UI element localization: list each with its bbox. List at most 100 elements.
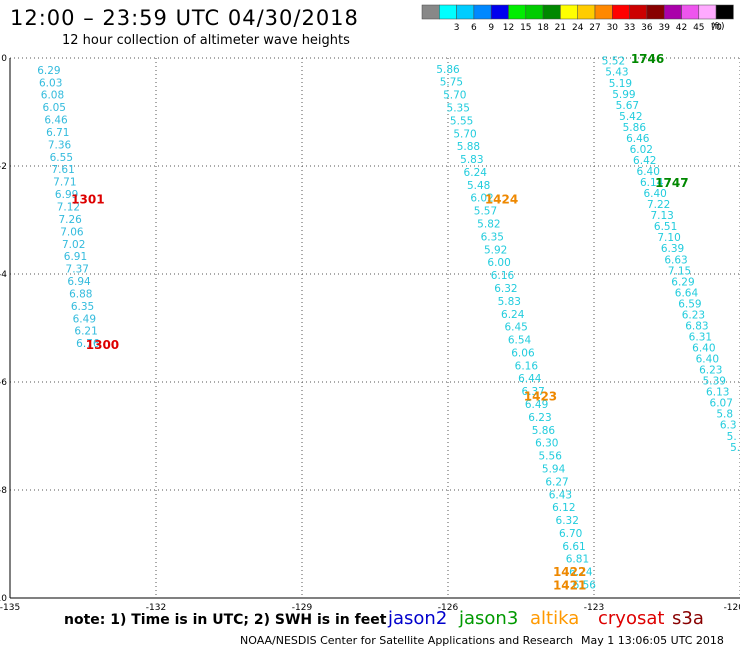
pass-time-label: 1301	[71, 192, 104, 206]
wave-height-value: 6.39	[661, 243, 684, 255]
wave-height-value: 5.83	[498, 296, 521, 308]
lat-lon-grid	[10, 57, 740, 598]
legend-swatch	[473, 4, 492, 20]
wave-height-value: 5.57	[474, 206, 497, 218]
wave-height-value: 6.14	[640, 177, 664, 189]
legend-label: 15	[520, 23, 531, 33]
x-tick-label: -126	[438, 603, 459, 613]
wave-height-value: 6.99	[55, 189, 78, 201]
track-1746-1747: 5.525.435.195.995.675.425.866.466.026.42…	[602, 52, 740, 454]
legend-swatch	[456, 4, 475, 20]
wave-height-value: 6.61	[562, 541, 585, 553]
wave-height-value: 7.22	[647, 199, 670, 211]
wave-height-value: 6.40	[637, 166, 660, 178]
legend-swatch	[560, 4, 578, 20]
wave-height-value: 6.91	[64, 251, 87, 263]
wave-height-value: 6.32	[556, 515, 579, 527]
wave-height-value: 5.8	[716, 409, 733, 421]
pass-time-label: 1424	[485, 192, 518, 206]
wave-height-value: 6.81	[566, 554, 589, 566]
satellite-jason2: jason2	[388, 608, 448, 629]
wave-height-value: 6.88	[69, 288, 92, 300]
wave-height-value: 7.13	[650, 210, 673, 222]
wave-height-value: 6.59	[678, 298, 701, 310]
y-tick-label: -8	[0, 486, 7, 496]
wave-height-value: 5.52	[602, 56, 625, 68]
legend-swatch	[629, 4, 648, 20]
legend-swatch	[421, 4, 440, 20]
legend-swatch	[663, 4, 682, 20]
y-tick-label: -4	[0, 270, 7, 280]
legend-swatch	[646, 4, 665, 20]
wave-height-value: 5.35	[447, 102, 470, 114]
wave-height-value: 6.43	[549, 489, 572, 501]
x-tick-label: -123	[584, 603, 604, 613]
legend-label: 42	[676, 23, 687, 33]
wave-height-value: 6.21	[74, 326, 97, 338]
wave-height-value: 6.51	[654, 221, 677, 233]
legend-label: 21	[555, 23, 566, 33]
color-legend: 3 6 9 12 15 18 21 24 27 30 33 36 39 42 45 70	[421, 4, 734, 33]
wave-height-value: 7.61	[51, 164, 74, 176]
wave-height-value: 6.07	[710, 398, 733, 410]
legend-unit: (ft)	[711, 22, 725, 32]
wave-height-value: 6.55	[50, 152, 73, 164]
wave-height-value: 7.06	[60, 226, 84, 238]
wave-height-value: 5.94	[542, 463, 566, 475]
wave-height-value: 5.82	[477, 219, 500, 231]
wave-height-value: 7.26	[58, 214, 82, 226]
wave-height-value: 6.46	[626, 133, 650, 145]
satellite-jason3: jason3	[459, 608, 519, 629]
y-tick-label: -6	[0, 378, 7, 388]
altimeter-tracks: 6.296.036.086.056.466.717.366.557.617.71…	[37, 52, 740, 593]
wave-height-value: 6.05	[43, 102, 66, 114]
wave-height-value: 6.13	[706, 387, 729, 399]
map-title: 12:00 – 23:59 UTC 04/30/2018	[10, 6, 359, 30]
wave-height-value: 6.30	[535, 438, 558, 450]
wave-height-value: 6.27	[545, 476, 568, 488]
wave-height-value: 7.12	[57, 202, 80, 214]
legend-swatch	[439, 4, 457, 20]
legend-label: 6	[471, 23, 477, 33]
x-tick-label: -129	[292, 603, 313, 613]
wave-height-value: 6.45	[504, 322, 527, 334]
wave-height-value: 6.16	[515, 360, 539, 372]
legend-label: 27	[589, 23, 600, 33]
pass-time-label: 1421	[553, 579, 586, 593]
wave-height-value: 6.23	[682, 309, 705, 321]
wave-height-value: 6.00	[487, 257, 510, 269]
y-tick-label: 0	[1, 54, 7, 64]
wave-height-value: 6.54	[508, 335, 532, 347]
wave-height-value: 7.02	[62, 239, 85, 251]
wave-height-value: 5.	[730, 442, 740, 454]
wave-height-value: 6.06	[511, 347, 535, 359]
legend-label: 39	[658, 23, 670, 33]
wave-height-value: 6.12	[552, 502, 575, 514]
wave-height-value: 6.49	[73, 313, 96, 325]
wave-height-value: 6.35	[71, 301, 94, 313]
y-tick-label: -2	[0, 162, 7, 172]
map-subtitle: 12 hour collection of altimeter wave hei…	[62, 33, 350, 48]
wave-height-value: 5.56	[539, 451, 563, 463]
wave-height-value: 6.49	[525, 399, 548, 411]
legend-swatch	[508, 4, 527, 20]
satellite-altika: altika	[530, 608, 580, 629]
legend-swatch	[681, 4, 700, 20]
wave-height-value: 6.44	[518, 373, 542, 385]
wave-height-value: 7.37	[66, 264, 89, 276]
pass-time-label: 1300	[86, 338, 119, 352]
credit-text: NOAA/NESDIS Center for Satellite Applica…	[240, 634, 574, 647]
wave-height-value: 7.10	[657, 232, 680, 244]
legend-label: 45	[693, 23, 704, 33]
wave-height-value: 6.64	[675, 287, 699, 299]
pass-time-label: 1747	[655, 176, 688, 190]
wave-height-value: 6.24	[464, 167, 488, 179]
wave-height-value: 7.15	[668, 265, 691, 277]
legend-swatch	[612, 4, 630, 20]
wave-height-value: 6.29	[37, 65, 60, 77]
legend-label: 18	[537, 23, 549, 33]
wave-height-value: 5.75	[440, 77, 463, 89]
wave-height-value: 5.42	[619, 111, 642, 123]
y-tick-label: -10	[0, 594, 7, 604]
wave-height-value: 6.03	[39, 77, 62, 89]
